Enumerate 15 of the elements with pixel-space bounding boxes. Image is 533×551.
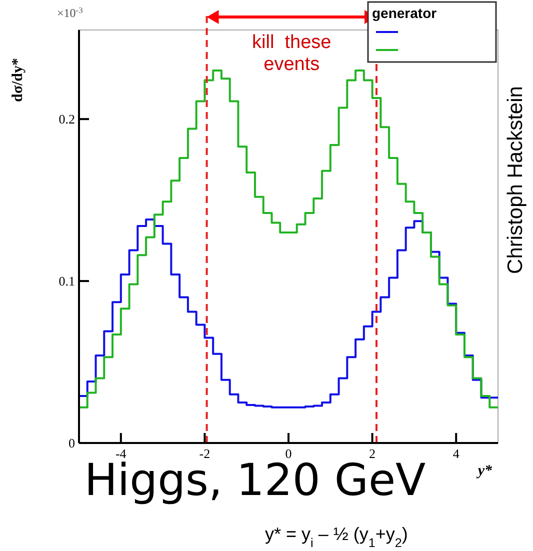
x-axis-title: y* <box>476 463 492 479</box>
y-tick-label: 0.2 <box>58 112 75 127</box>
x-tick-label: 0 <box>285 446 292 461</box>
legend-title: generator <box>372 5 438 21</box>
text: Christoph Hackstein <box>504 86 527 274</box>
annotation: kill these events <box>252 32 332 75</box>
x-tick-label: -2 <box>199 446 210 461</box>
y-axis-title: dσ/dy* <box>10 58 26 102</box>
text: ×10$^{-3}$ <box>57 6 83 20</box>
y-tick-label: 0 <box>68 436 75 451</box>
x-tick-label: 4 <box>452 446 460 461</box>
key-box: generator <box>367 1 497 63</box>
x-tick-label: 2 <box>369 446 376 461</box>
text: y* = y$_{i}$ – ½ (y$_{1}$+y$_{2}$) <box>265 524 408 550</box>
y-tick-label: 0.1 <box>58 274 75 289</box>
